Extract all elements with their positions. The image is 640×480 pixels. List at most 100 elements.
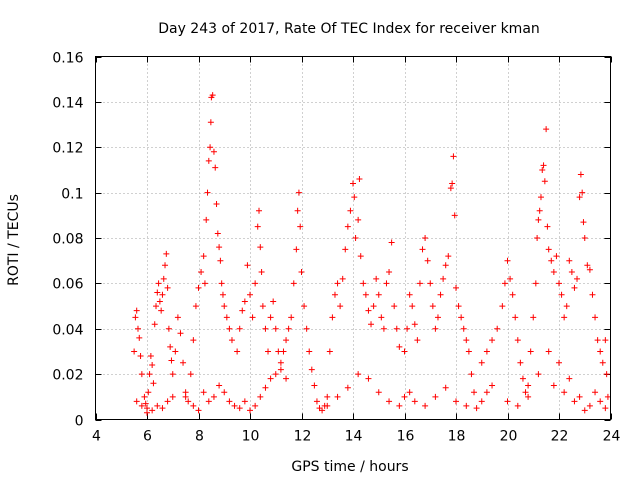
- data-point: [190, 402, 197, 409]
- data-point: [458, 314, 465, 321]
- data-point: [434, 314, 441, 321]
- data-point: [283, 375, 290, 382]
- data-point: [545, 246, 552, 253]
- data-point: [236, 325, 243, 332]
- data-point: [378, 314, 385, 321]
- y-tick-label: 0: [75, 414, 84, 430]
- data-point: [527, 348, 534, 355]
- x-tick-label: 16: [397, 429, 415, 445]
- data-series-roti: [131, 92, 611, 416]
- y-tick-label: 0.04: [52, 323, 83, 339]
- y-tick-label: 0.16: [52, 51, 83, 67]
- y-tick-label: 0.12: [52, 141, 83, 157]
- data-point: [167, 343, 174, 350]
- data-point: [517, 359, 524, 366]
- data-point: [522, 389, 529, 396]
- data-point: [283, 337, 290, 344]
- data-point: [223, 314, 230, 321]
- data-point: [164, 284, 171, 291]
- data-point: [494, 325, 501, 332]
- data-point: [592, 389, 599, 396]
- data-point: [209, 92, 216, 99]
- data-point: [198, 269, 205, 276]
- data-point: [365, 307, 372, 314]
- data-point: [545, 348, 552, 355]
- data-point: [172, 348, 179, 355]
- data-point: [351, 194, 358, 201]
- data-point: [313, 398, 320, 405]
- data-point: [303, 325, 310, 332]
- data-point: [190, 337, 197, 344]
- data-point: [185, 398, 192, 405]
- data-point: [131, 348, 138, 355]
- data-point: [306, 348, 313, 355]
- data-point: [164, 398, 171, 405]
- data-point: [155, 280, 162, 287]
- data-point: [414, 337, 421, 344]
- data-point: [146, 371, 153, 378]
- data-point: [355, 371, 362, 378]
- data-point: [201, 280, 208, 287]
- data-point: [541, 178, 548, 185]
- data-point: [228, 337, 235, 344]
- data-point: [207, 144, 214, 151]
- data-point: [437, 291, 444, 298]
- data-point: [142, 400, 149, 407]
- data-point: [561, 389, 568, 396]
- data-point: [257, 393, 264, 400]
- data-point: [241, 398, 248, 405]
- y-tick-label: 0.08: [52, 232, 83, 248]
- data-point: [192, 303, 199, 310]
- data-point: [319, 407, 326, 414]
- data-point: [463, 337, 470, 344]
- data-point: [210, 148, 217, 155]
- data-point: [599, 359, 606, 366]
- data-point: [154, 402, 161, 409]
- data-point: [501, 280, 508, 287]
- data-point: [449, 180, 456, 187]
- data-point: [132, 314, 139, 321]
- data-point: [212, 164, 219, 171]
- data-point: [177, 330, 184, 337]
- data-point: [154, 289, 161, 296]
- data-point: [308, 366, 315, 373]
- data-point: [234, 348, 241, 355]
- data-point: [344, 384, 351, 391]
- data-point: [342, 246, 349, 253]
- data-point: [512, 314, 519, 321]
- data-point: [277, 359, 284, 366]
- data-point: [401, 393, 408, 400]
- data-point: [406, 291, 413, 298]
- data-point: [594, 337, 601, 344]
- data-point: [375, 389, 382, 396]
- data-point: [156, 298, 163, 305]
- data-point: [468, 371, 475, 378]
- data-point: [357, 253, 364, 260]
- data-point: [200, 389, 207, 396]
- data-point: [226, 398, 233, 405]
- data-point: [311, 382, 318, 389]
- data-point: [422, 402, 429, 409]
- data-point: [579, 189, 586, 196]
- data-point: [331, 291, 338, 298]
- data-point: [149, 407, 156, 414]
- data-point: [540, 162, 547, 169]
- data-point: [504, 257, 511, 264]
- data-point: [419, 246, 426, 253]
- data-point: [416, 280, 423, 287]
- data-point: [213, 200, 220, 207]
- data-point: [259, 303, 266, 310]
- data-point: [204, 189, 211, 196]
- data-point: [267, 314, 274, 321]
- data-point: [270, 298, 277, 305]
- data-point: [180, 359, 187, 366]
- data-point: [226, 325, 233, 332]
- data-point: [252, 402, 259, 409]
- data-point: [295, 189, 302, 196]
- x-tick-label: 10: [242, 429, 260, 445]
- data-point: [262, 325, 269, 332]
- data-point: [602, 337, 609, 344]
- data-point: [221, 303, 228, 310]
- data-point: [525, 393, 532, 400]
